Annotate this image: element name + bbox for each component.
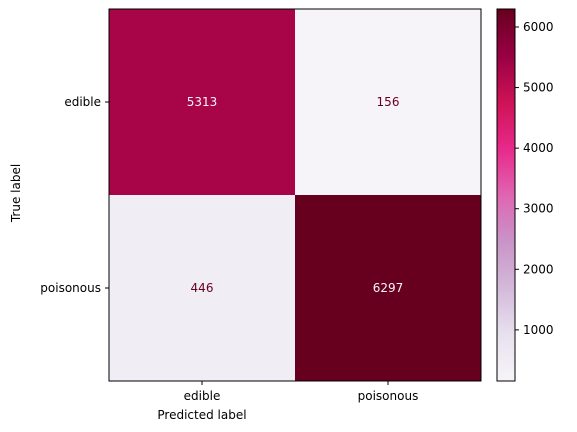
plot-frame [108, 8, 482, 382]
cell-value-label: 446 [191, 281, 214, 295]
cell-value-label: 156 [377, 95, 400, 109]
colorbar-tick-label: 3000 [523, 202, 554, 216]
matrix-cell [109, 195, 295, 381]
x-tick-label: poisonous [358, 389, 419, 403]
matrix-cell [109, 9, 295, 195]
cell-value-label: 6297 [373, 281, 404, 295]
cell-value-label: 5313 [187, 95, 218, 109]
y-tick-label: edible [64, 95, 101, 109]
matrix-cell [295, 9, 481, 195]
y-axis: edible poisonous [40, 95, 109, 295]
colorbar-tick-label: 6000 [523, 20, 554, 34]
colorbar: 1000 2000 3000 4000 5000 6000 [496, 8, 554, 382]
x-tick-label: edible [184, 389, 221, 403]
colorbar-tick-label: 4000 [523, 141, 554, 155]
colorbar-tick-label: 1000 [523, 323, 554, 337]
plot-area: 5313 156 446 6297 [108, 8, 482, 382]
colorbar-gradient [497, 9, 515, 381]
y-tick-label: poisonous [40, 281, 101, 295]
x-axis: edible poisonous [184, 381, 419, 403]
colorbar-tick-label: 5000 [523, 81, 554, 95]
y-axis-label: True label [9, 164, 23, 223]
matrix-cell [295, 195, 481, 381]
x-axis-label: Predicted label [157, 408, 246, 422]
colorbar-tick-label: 2000 [523, 262, 554, 276]
colorbar-frame [496, 8, 516, 382]
